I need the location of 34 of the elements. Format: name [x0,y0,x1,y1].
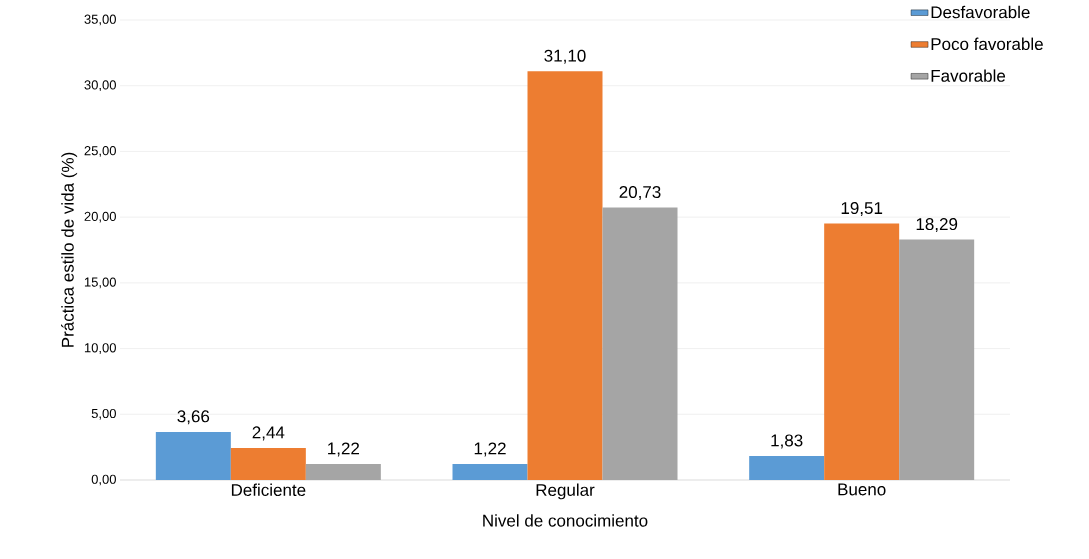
data-label: 2,44 [252,426,285,441]
data-label: 1,83 [771,434,803,449]
legend-label: Favorable [931,69,1006,82]
bar [452,463,528,480]
legend-label: Desfavorable [931,5,1030,19]
data-label: 18,29 [916,218,958,233]
bar [305,463,381,480]
bar [230,447,306,480]
x-axis-title: Nivel de conocimiento [483,514,648,527]
data-label: 3,66 [177,410,210,425]
y-tick-label: 20,00 [84,211,116,223]
data-label: 31,10 [544,49,586,64]
y-tick-label: 5,00 [91,408,116,420]
y-tick-label: 35,00 [84,14,116,26]
data-label: 1,22 [474,442,506,457]
y-axis-title: Práctica estilo de vida (%) [61,152,78,347]
x-tick-label: Regular [536,483,595,500]
legend-label: Poco favorable [931,37,1043,51]
x-tick-label: Deficiente [231,483,306,497]
y-tick-label: 15,00 [84,277,116,289]
bar [527,71,603,480]
y-tick-label: 0,00 [91,474,116,486]
bar [824,223,900,480]
y-tick-label: 10,00 [84,343,116,354]
y-tick-label: 25,00 [84,146,116,157]
bar [899,239,975,480]
data-label: 19,51 [841,202,883,217]
bar [749,455,825,480]
data-label: 20,73 [619,185,661,201]
x-tick-label: Bueno [838,483,886,496]
y-tick-label: 30,00 [84,80,116,92]
data-label: 1,22 [328,442,360,457]
bar [155,431,231,480]
bar [602,207,678,480]
